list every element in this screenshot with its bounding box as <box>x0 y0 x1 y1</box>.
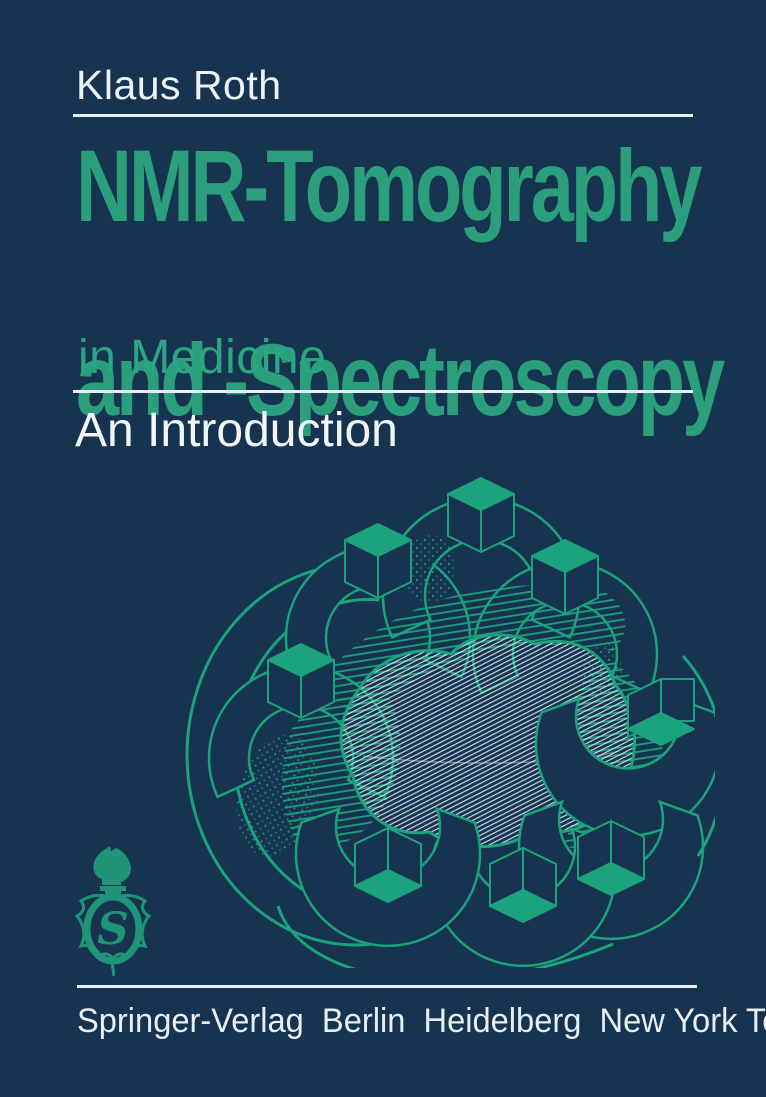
divider-rule-bottom <box>77 985 697 988</box>
horse-knight-icon <box>93 846 131 895</box>
divider-rule-top <box>73 114 693 117</box>
book-subtitle: An Introduction <box>75 404 398 457</box>
book-title-line2: and -Spectroscopy <box>76 323 725 437</box>
publisher-imprint: Springer-Verlag Berlin Heidelberg New Yo… <box>77 1002 766 1040</box>
upper-pole-cubes <box>267 477 599 719</box>
divider-rule-middle <box>73 390 693 393</box>
nmr-magnet-illustration <box>185 477 715 968</box>
logo-oval-ring <box>83 893 143 965</box>
lower-pole-cubes <box>354 678 695 923</box>
springer-logo: S <box>74 846 152 977</box>
author-name: Klaus Roth <box>76 62 282 108</box>
book-title-line1: NMR-Tomography <box>76 129 703 243</box>
right-yoke-outline <box>276 655 715 968</box>
book-title-line3: in Medicine <box>78 331 327 384</box>
book-title: NMR-Tomography and -Spectroscopy <box>76 135 725 431</box>
logo-monogram: S <box>97 904 129 955</box>
